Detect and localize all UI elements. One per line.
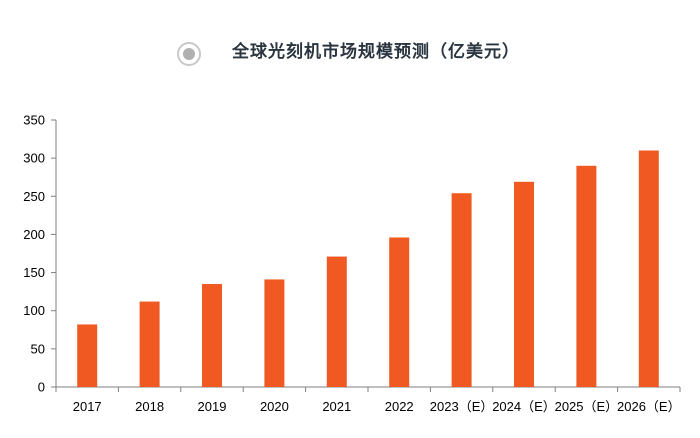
x-tick-label: 2017 [73,399,102,414]
x-tick-label: 2026（E） [617,399,681,414]
bar [451,193,472,387]
y-tick-label: 0 [38,380,45,395]
bar [576,165,597,387]
y-tick-label: 200 [23,227,45,242]
x-tick-label: 2021 [322,399,351,414]
y-tick-label: 150 [23,265,45,280]
x-tick-label: 2023（E） [430,399,494,414]
x-axis: 2017 2018 2019 2020 2021 2022 2023（E）2024（E）20… [55,386,681,414]
bar [389,237,410,387]
x-tick-label: 2018 [135,399,164,414]
chart-title: 全球光刻机市场规模预测（亿美元） [232,42,520,62]
bar [326,256,347,387]
bars [77,150,659,387]
bar [139,301,160,387]
y-axis: 0 50 100 150 200 250 300 350 [23,113,57,395]
chart-title-block: 全球光刻机市场规模预测（亿美元） [176,40,520,90]
x-tick-label: 2025（E） [555,399,619,414]
bar [638,150,659,387]
bullet-icon [177,42,201,66]
bullet-ring [177,42,201,66]
x-tick-label: 2020 [260,399,289,414]
bar [264,279,285,387]
bar [202,284,222,387]
bullet-dot [183,48,195,60]
bar [514,181,534,387]
x-tick-label: 2024（E） [492,399,556,414]
y-tick-label: 250 [23,189,45,204]
x-tick-label: 2019 [198,399,227,414]
y-tick-label: 350 [23,113,45,128]
bar [77,324,98,387]
x-tick-label: 2022 [385,399,414,414]
y-tick-label: 100 [23,303,45,318]
y-tick-label: 300 [23,151,45,166]
y-tick-label: 50 [31,341,45,356]
